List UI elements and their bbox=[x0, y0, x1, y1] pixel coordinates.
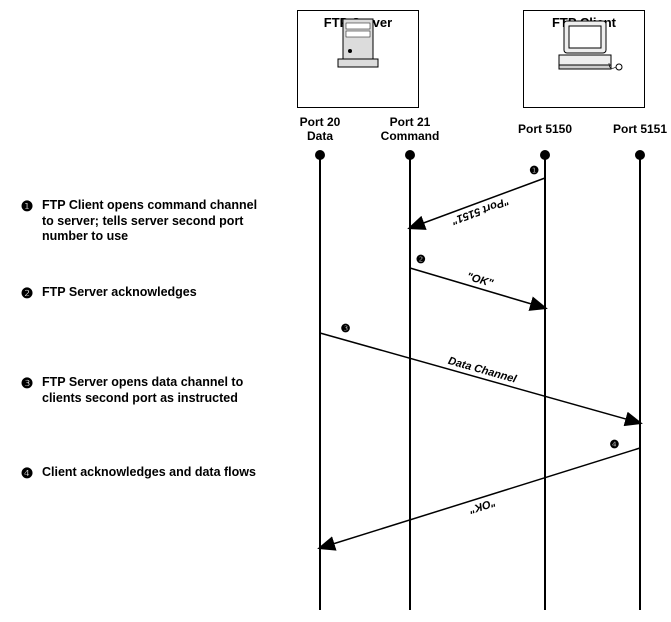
svg-text:"OK": "OK" bbox=[467, 496, 497, 516]
svg-text:❶: ❶ bbox=[529, 165, 539, 177]
svg-text:Data Channel: Data Channel bbox=[447, 355, 519, 386]
sequence-diagram: "Port 5151"❶"OK"❷Data Channel❸"OK"❹ bbox=[0, 0, 671, 622]
svg-text:❷: ❷ bbox=[416, 254, 426, 266]
svg-text:"OK": "OK" bbox=[465, 271, 495, 290]
svg-text:❹: ❹ bbox=[609, 439, 619, 451]
svg-text:❸: ❸ bbox=[341, 323, 351, 335]
